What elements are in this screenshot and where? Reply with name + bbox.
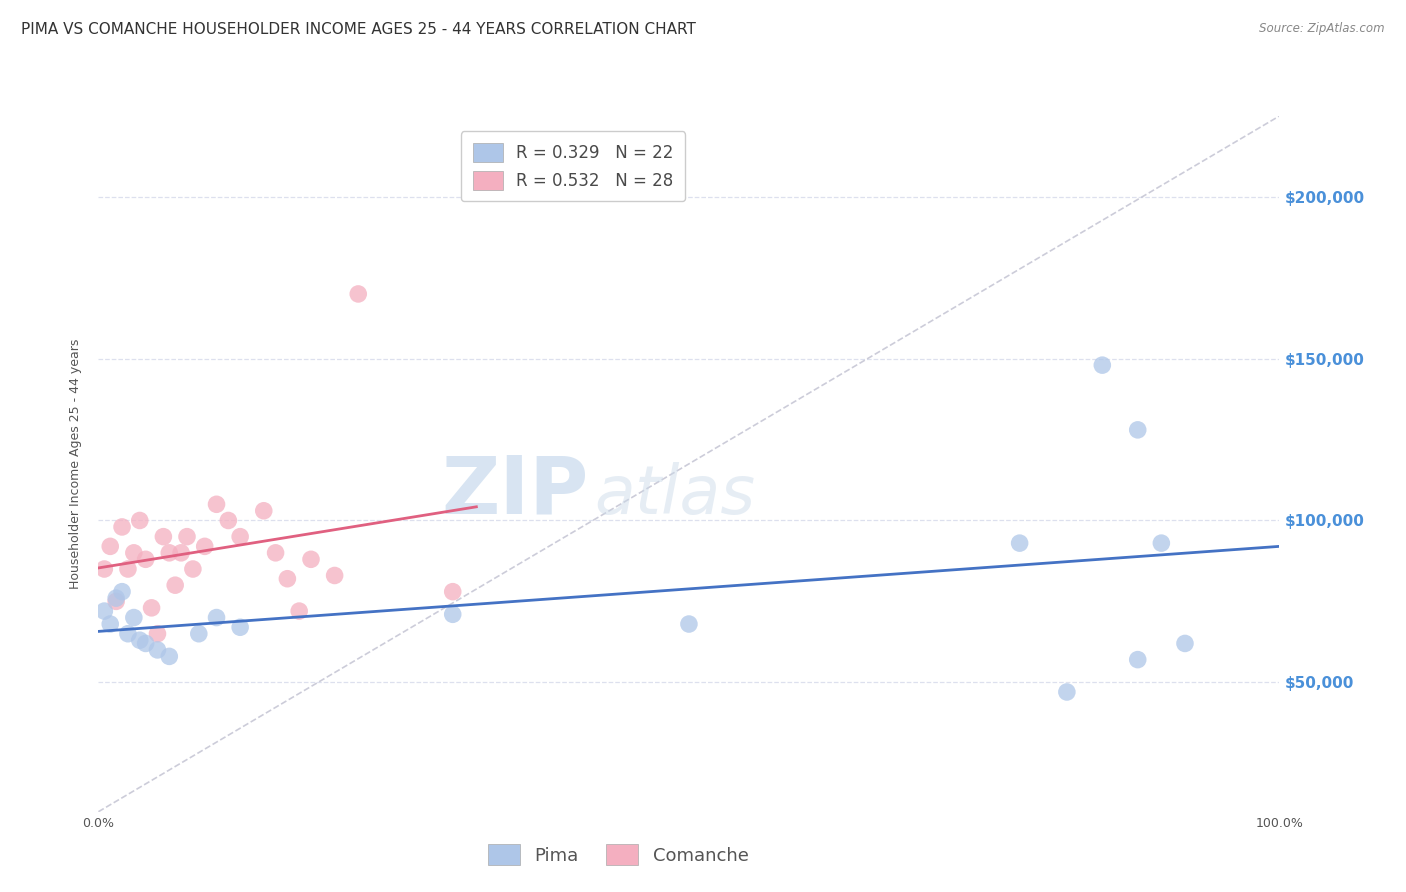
Point xyxy=(128,513,150,527)
Point xyxy=(288,604,311,618)
Point xyxy=(117,626,139,640)
Point xyxy=(441,607,464,622)
Point xyxy=(276,572,298,586)
Text: Source: ZipAtlas.com: Source: ZipAtlas.com xyxy=(1260,22,1385,36)
Point xyxy=(181,562,204,576)
Point xyxy=(229,530,252,544)
Point xyxy=(141,600,163,615)
Text: ZIP: ZIP xyxy=(441,452,589,531)
Point xyxy=(152,530,174,544)
Point xyxy=(441,584,464,599)
Point xyxy=(105,594,128,608)
Point xyxy=(1174,636,1197,650)
Point xyxy=(299,552,322,566)
Point xyxy=(111,584,134,599)
Point xyxy=(135,636,157,650)
Point xyxy=(323,568,346,582)
Point xyxy=(135,552,157,566)
Point xyxy=(117,562,139,576)
Point xyxy=(347,287,370,301)
Point xyxy=(105,591,128,606)
Point xyxy=(217,513,239,527)
Point xyxy=(1091,358,1114,372)
Text: atlas: atlas xyxy=(595,462,755,528)
Point xyxy=(205,610,228,624)
Point xyxy=(264,546,287,560)
Point xyxy=(93,562,115,576)
Point xyxy=(157,649,180,664)
Point xyxy=(205,497,228,511)
Point xyxy=(165,578,187,592)
Point xyxy=(176,530,198,544)
Legend: Pima, Comanche: Pima, Comanche xyxy=(481,837,756,872)
Point xyxy=(678,617,700,632)
Point xyxy=(98,617,121,632)
Point xyxy=(253,504,276,518)
Point xyxy=(146,643,169,657)
Text: PIMA VS COMANCHE HOUSEHOLDER INCOME AGES 25 - 44 YEARS CORRELATION CHART: PIMA VS COMANCHE HOUSEHOLDER INCOME AGES… xyxy=(21,22,696,37)
Point xyxy=(122,610,145,624)
Point xyxy=(1126,423,1149,437)
Point xyxy=(122,546,145,560)
Point xyxy=(194,540,217,554)
Y-axis label: Householder Income Ages 25 - 44 years: Householder Income Ages 25 - 44 years xyxy=(69,339,83,589)
Point xyxy=(1126,652,1149,666)
Point xyxy=(111,520,134,534)
Point xyxy=(128,633,150,648)
Point xyxy=(1008,536,1031,550)
Point xyxy=(93,604,115,618)
Point xyxy=(1150,536,1173,550)
Point xyxy=(157,546,180,560)
Point xyxy=(146,626,169,640)
Point xyxy=(1056,685,1078,699)
Point xyxy=(187,626,209,640)
Point xyxy=(229,620,252,634)
Point xyxy=(98,540,121,554)
Point xyxy=(170,546,193,560)
